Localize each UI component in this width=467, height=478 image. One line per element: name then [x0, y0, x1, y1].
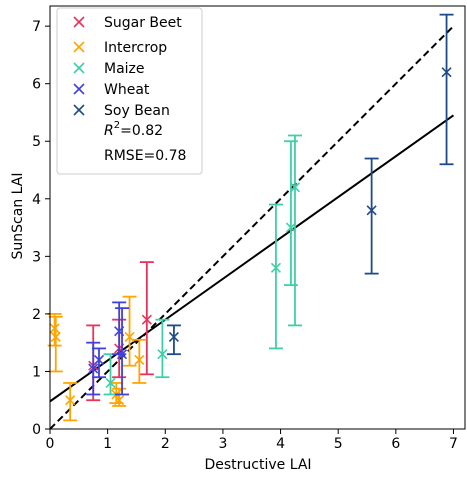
- intercrop-point: [63, 382, 78, 422]
- soy-bean-point: [439, 13, 454, 166]
- legend-marker-intercrop: [73, 41, 85, 53]
- maize-marker: [285, 222, 296, 233]
- wheat-marker: [116, 349, 128, 360]
- legend-label-soy-bean: Soy Bean: [104, 103, 170, 119]
- x-tick-label: 7: [449, 436, 458, 452]
- legend-marker-wheat: [73, 83, 85, 95]
- plot-frame: [49, 5, 466, 430]
- maize-marker: [289, 182, 301, 193]
- legend-label-maize: Maize: [104, 61, 145, 77]
- sugar-beet-point: [139, 261, 154, 376]
- maize-point: [268, 203, 283, 350]
- y-tick-label: 0: [32, 422, 41, 438]
- x-tick-label: 3: [218, 436, 227, 452]
- intercrop-point: [48, 315, 63, 373]
- wheat-marker: [93, 354, 105, 366]
- y-tick-label: 7: [32, 19, 41, 35]
- intercrop-marker: [65, 395, 76, 406]
- y-tick-label: 1: [32, 364, 41, 380]
- y-tick-label: 2: [32, 307, 41, 323]
- intercrop-marker: [50, 331, 61, 342]
- x-tick-label: 5: [334, 436, 343, 452]
- maize-marker: [270, 262, 282, 273]
- legend-label-sugar-beet: Sugar Beet: [104, 15, 182, 31]
- x-axis-label: Destructive LAI: [204, 457, 311, 473]
- maize-marker: [157, 349, 168, 360]
- legend-marker-maize: [73, 62, 85, 74]
- intercrop-marker: [124, 331, 135, 342]
- legend-label-wheat: Wheat: [104, 82, 150, 98]
- legend-box: [56, 7, 203, 175]
- wheat-point: [115, 307, 130, 396]
- legend: R2=0.82 RMSE=0.78 Sugar Beet Intercrop Mai…: [56, 7, 203, 175]
- soy-bean-point: [166, 324, 181, 356]
- x-tick-label: 1: [103, 436, 112, 452]
- axes: 0 1 2 3 4 5 6 7 0 1 2 3 4 5 6 7: [32, 5, 466, 452]
- y-tick-label: 4: [32, 192, 41, 208]
- intercrop-marker: [134, 354, 145, 366]
- legend-marker-soy-bean: [73, 104, 85, 116]
- legend-rmse-text: RMSE=0.78: [104, 148, 186, 164]
- legend-marker-sugar-beet: [73, 16, 85, 28]
- x-tick-label: 0: [46, 436, 55, 452]
- maize-point: [155, 318, 170, 379]
- y-tick-label: 3: [32, 249, 41, 265]
- wheat-point: [91, 347, 106, 379]
- legend-label-intercrop: Intercrop: [104, 40, 167, 56]
- wheat-point: [86, 341, 101, 396]
- intercrop-point: [112, 387, 127, 407]
- wheat-point: [112, 301, 127, 356]
- x-tick-label: 2: [161, 436, 170, 452]
- x-tick-label: 4: [276, 436, 285, 452]
- wheat-marker: [88, 363, 99, 374]
- soy-bean-marker: [366, 205, 377, 216]
- y-tick-label: 6: [32, 77, 41, 93]
- maize-point: [287, 134, 302, 327]
- data-points: [47, 13, 454, 422]
- soy-bean-marker: [168, 331, 179, 342]
- maize-marker: [105, 377, 116, 389]
- soy-bean-marker: [441, 67, 452, 78]
- y-tick-label: 5: [32, 134, 41, 150]
- legend-r2-text: R2=0.82: [104, 120, 163, 139]
- y-axis-label: SunScan LAI: [10, 173, 26, 260]
- x-tick-label: 6: [391, 436, 400, 452]
- one-to-one-line: [49, 25, 455, 430]
- soy-bean-point: [364, 157, 379, 275]
- intercrop-marker: [49, 323, 60, 334]
- sugar-beet-marker: [141, 314, 152, 325]
- intercrop-marker: [114, 395, 125, 406]
- intercrop-point: [132, 338, 147, 384]
